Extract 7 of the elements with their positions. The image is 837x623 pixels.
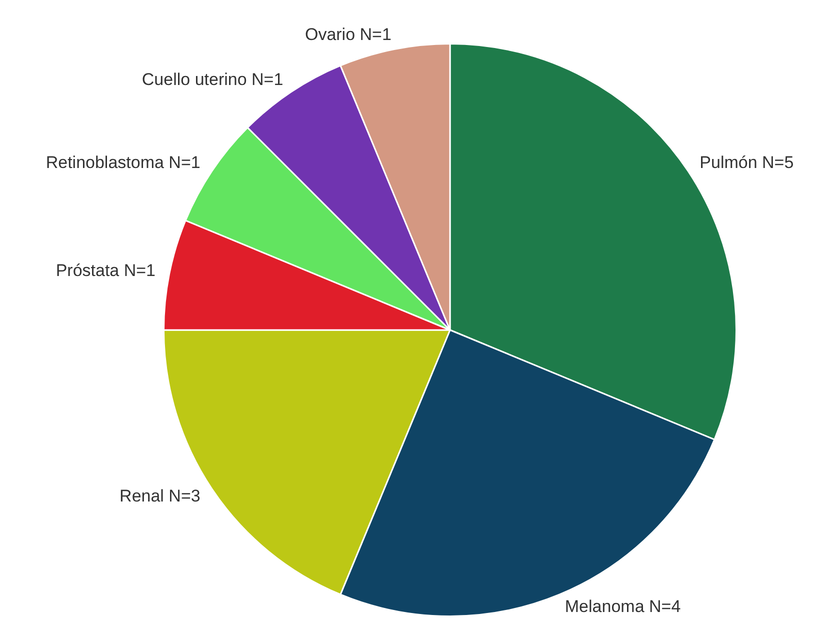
slice-label: Renal N=3	[120, 486, 200, 506]
slice-label: Pulmón N=5	[700, 152, 794, 172]
slice-label: Melanoma N=4	[564, 597, 681, 616]
slice-label: Ovario N=1	[304, 25, 392, 44]
slice-label: Retinoblastoma N=1	[46, 152, 200, 172]
slice-label: Cuello uterino N=1	[142, 70, 284, 90]
slice-label: Próstata N=1	[56, 261, 156, 280]
